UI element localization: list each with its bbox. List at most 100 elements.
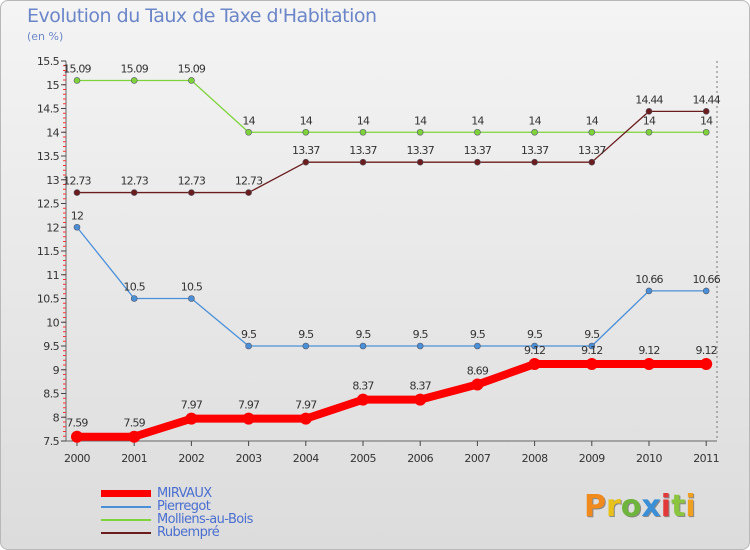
y-tick-label: 9.5 <box>43 340 59 353</box>
data-label: 13.37 <box>578 144 606 157</box>
data-point <box>71 430 83 443</box>
data-label: 7.97 <box>295 399 317 412</box>
logo-letter: r <box>606 489 621 524</box>
data-point <box>531 158 538 166</box>
data-label: 12.73 <box>178 175 206 188</box>
data-point <box>130 295 138 302</box>
data-point <box>702 128 710 136</box>
data-point <box>700 358 713 371</box>
x-tick-label: 2005 <box>350 452 376 465</box>
data-point <box>471 378 484 391</box>
data-point <box>73 77 81 84</box>
data-label: 15.09 <box>120 62 148 75</box>
legend-swatch <box>101 531 151 534</box>
data-label: 8.37 <box>410 380 432 393</box>
data-label: 9.12 <box>524 344 545 357</box>
data-point <box>185 412 198 425</box>
data-label: 10.66 <box>635 273 663 286</box>
x-tick-label: 2000 <box>64 452 90 465</box>
y-tick-label: 13.5 <box>37 150 60 163</box>
logo-letter: i <box>660 489 672 524</box>
legend-label: MIRVAUX <box>157 486 212 501</box>
x-tick-label: 2003 <box>236 452 262 465</box>
data-label: 9.5 <box>584 328 600 341</box>
series-line <box>76 79 707 133</box>
data-point <box>531 128 538 136</box>
data-point <box>414 393 427 406</box>
data-point <box>302 128 310 136</box>
chart-subtitle: (en %) <box>27 30 64 43</box>
data-point <box>130 189 138 196</box>
x-tick-label: 2009 <box>579 452 605 465</box>
data-point <box>245 189 252 196</box>
data-label: 8.37 <box>352 380 374 393</box>
data-label: 9.5 <box>470 328 486 341</box>
legend-swatch <box>101 490 151 497</box>
data-point <box>242 412 255 425</box>
logo-letter: x <box>641 489 661 524</box>
data-label: 14 <box>471 114 484 127</box>
x-tick-label: 2006 <box>407 452 433 465</box>
chart-legend: MIRVAUX Pierregot Molliens-au-Bois Rubempré <box>101 487 253 539</box>
y-tick-label: 7.5 <box>43 435 59 448</box>
y-tick-label: 8 <box>53 411 60 424</box>
data-point <box>357 393 369 406</box>
data-label: 9.5 <box>241 328 257 341</box>
data-label: 13.37 <box>521 144 549 157</box>
legend-swatch <box>101 518 151 521</box>
data-point <box>531 342 538 350</box>
data-point <box>588 128 596 136</box>
data-label: 7.97 <box>181 399 203 412</box>
data-point <box>474 158 481 166</box>
logo-letter: o <box>620 489 642 524</box>
data-point <box>416 128 424 136</box>
data-point <box>588 158 596 166</box>
legend-item: MIRVAUX <box>101 487 253 500</box>
data-point <box>188 77 195 84</box>
data-point <box>128 430 141 443</box>
data-label: 9.5 <box>355 328 371 341</box>
data-point <box>245 342 252 350</box>
data-label: 14 <box>300 114 313 127</box>
chart-axes: 7.5 8 8.5 9 9.5 10 10.5 11 11.5 12 12.5 13 13.5 14 14.… <box>37 55 720 465</box>
data-point <box>585 358 598 371</box>
x-tick-label: 2008 <box>522 452 548 465</box>
data-label: 14.44 <box>635 93 663 106</box>
y-tick-label: 11.5 <box>37 245 60 258</box>
data-point <box>359 158 367 166</box>
y-tick-label: 15 <box>46 79 59 92</box>
data-label: 15.09 <box>178 62 206 75</box>
data-label: 14 <box>357 114 370 127</box>
x-tick-label: 2002 <box>178 452 204 465</box>
data-label: 14 <box>414 114 427 127</box>
data-point <box>359 342 367 350</box>
y-tick-label: 12 <box>46 221 59 234</box>
y-tick-label: 14.5 <box>37 103 60 116</box>
data-point <box>359 128 367 136</box>
x-tick-label: 2011 <box>693 452 719 465</box>
data-label: 9.5 <box>413 328 429 341</box>
data-point <box>702 287 710 295</box>
legend-item: Molliens-au-Bois <box>101 513 253 526</box>
legend-label: Pierregot <box>157 499 211 514</box>
data-label: 13.37 <box>292 144 320 157</box>
data-label: 14 <box>643 114 656 127</box>
series-line <box>76 226 707 347</box>
data-label: 13.37 <box>406 144 434 157</box>
data-point <box>474 342 481 350</box>
data-point <box>188 295 195 302</box>
y-tick-label: 12.5 <box>37 198 60 211</box>
data-label: 9.12 <box>581 344 602 357</box>
chart-data-labels: 15.09 15.09 15.09 14 14 14 14 14 14 14 14 14 12.73 12… <box>63 62 721 429</box>
data-point <box>474 128 481 136</box>
data-point <box>528 358 541 371</box>
y-tick-label: 15.5 <box>37 55 60 68</box>
data-point <box>588 342 596 350</box>
logo-letter: P <box>584 489 606 524</box>
y-tick-label: 10 <box>46 316 59 329</box>
legend-item: Rubempré <box>101 526 253 539</box>
data-label: 9.5 <box>298 328 314 341</box>
y-tick-label: 13 <box>46 174 59 187</box>
data-point <box>302 342 310 350</box>
